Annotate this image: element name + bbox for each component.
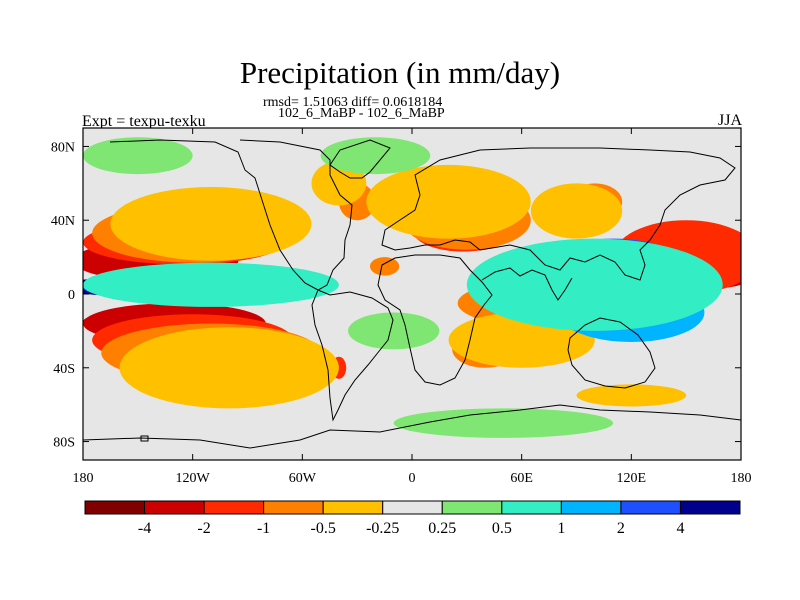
runs-subtitle: 102_6_MaBP - 102_6_MaBP — [278, 106, 445, 121]
colorbar-swatch — [620, 500, 681, 515]
x-tick-label: 120E — [617, 471, 647, 486]
x-axis: 180 120W 60W 0 60E 120E 180 — [73, 128, 752, 486]
colorbar-swatch — [501, 500, 562, 515]
colorbar-label: -4 — [138, 520, 151, 537]
y-tick-label: 0 — [68, 288, 75, 303]
y-tick-label: 40S — [53, 362, 75, 377]
precip-region-37 — [466, 238, 723, 331]
colorbar-label: -0.5 — [311, 520, 336, 537]
x-tick-label: 180 — [731, 471, 752, 486]
colorbar-label: 2 — [617, 520, 625, 537]
coast-europe-asia — [381, 147, 736, 281]
coast-north-america — [109, 139, 353, 291]
coast-australia — [567, 317, 656, 389]
colorbar-swatch — [560, 500, 622, 515]
precip-region-39 — [320, 137, 431, 175]
precip-region-25 — [366, 164, 531, 239]
colorbar-label: 0.25 — [428, 520, 456, 537]
coastlines — [83, 139, 741, 449]
colorbar-swatch — [441, 500, 503, 515]
y-axis: 80N 40N 0 40S 80S — [51, 140, 741, 451]
x-tick-label: 0 — [409, 471, 416, 486]
y-tick-label: 40N — [51, 214, 75, 229]
coast-africa — [377, 254, 493, 386]
colorbar-swatch — [144, 500, 205, 515]
coast-small-island — [140, 435, 149, 442]
colorbar-swatch — [382, 500, 443, 515]
colorbar: -4 -2 -1 -0.5 -0.25 0.25 0.5 1 2 4 — [84, 500, 741, 537]
x-tick-label: 180 — [73, 471, 94, 486]
precip-region-22 — [110, 187, 312, 261]
colorbar-swatch — [263, 500, 324, 515]
precip-region-40 — [348, 312, 440, 350]
precip-region-38 — [83, 137, 193, 175]
colorbar-label: -1 — [257, 520, 270, 537]
x-tick-label: 60E — [510, 471, 533, 486]
coast-greenland — [329, 139, 391, 179]
y-tick-label: 80N — [51, 140, 75, 155]
y-tick-label: 80S — [53, 436, 75, 451]
precip-region-26 — [530, 183, 623, 239]
colorbar-label: 0.5 — [492, 520, 512, 537]
colorbar-swatch — [679, 500, 741, 515]
coast-south-america — [311, 289, 394, 422]
precip-region-15 — [369, 257, 400, 276]
colorbar-swatch — [322, 500, 384, 515]
season-label: JJA — [717, 112, 742, 129]
x-tick-label: 60W — [289, 471, 317, 486]
chart-title: Precipitation (in mm/day) — [239, 55, 561, 90]
coast-arabia-india — [481, 267, 573, 301]
precip-region-23 — [119, 327, 339, 409]
precip-region-28 — [576, 384, 687, 407]
coast-antarctica — [83, 404, 741, 449]
precip-region-41 — [393, 408, 614, 438]
x-tick-label: 120W — [176, 471, 211, 486]
colorbar-swatch — [84, 500, 146, 515]
colorbar-label: 1 — [557, 520, 565, 537]
experiment-label: Expt = texpu-texku — [82, 113, 206, 130]
colorbar-label: -2 — [197, 520, 210, 537]
colorbar-label: 4 — [676, 520, 684, 537]
stats-subtitle: rmsd= 1.51063 diff= 0.0618184 — [263, 95, 443, 110]
precip-region-31 — [83, 262, 339, 307]
precip-field — [83, 137, 741, 438]
colorbar-swatch — [203, 500, 265, 515]
colorbar-label: -0.25 — [366, 520, 399, 537]
